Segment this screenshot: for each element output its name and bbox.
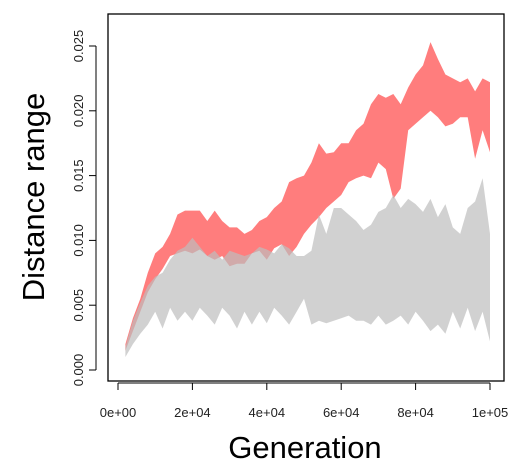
x-tick-label: 8e+04 [397,405,434,420]
plot-frame [107,13,505,382]
y-axis-title: Distance range [16,93,51,302]
x-tick-label: 2e+04 [174,405,211,420]
x-tick-label: 0e+00 [100,405,137,420]
series-band-2 [125,178,491,357]
y-tick-label: 0.015 [71,159,86,192]
x-axis: 0e+00 2e+04 4e+04 6e+04 8e+04 1e+05 [100,382,509,420]
y-tick-label: 0.000 [71,354,86,387]
x-tick-label: 1e+05 [472,405,509,420]
series-band-1 [125,42,491,351]
y-tick-label: 0.025 [71,30,86,63]
y-tick-label: 0.010 [71,224,86,257]
x-tick-label: 4e+04 [249,405,286,420]
series-layer [125,42,491,357]
y-axis: 0.000 0.005 0.010 0.015 0.020 0.025 [71,30,97,387]
x-axis-title: Generation [228,430,381,465]
x-tick-label: 6e+04 [323,405,360,420]
y-tick-label: 0.005 [71,289,86,322]
y-tick-label: 0.020 [71,95,86,128]
